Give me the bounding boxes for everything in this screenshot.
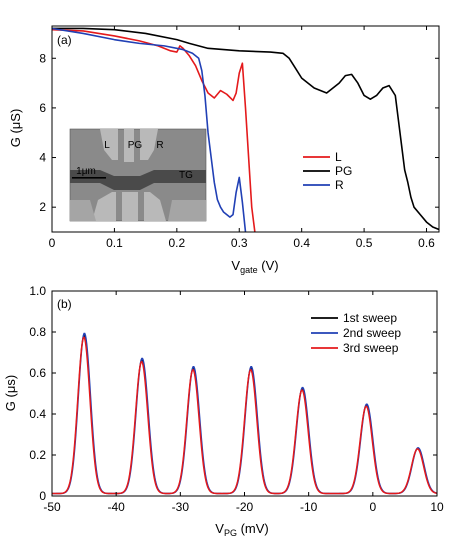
- panel-a-y-ticks: 2 4 6 8: [39, 51, 439, 214]
- x-tick-label: -50: [43, 500, 61, 514]
- panel-b-x-label-unit: (mV): [237, 521, 269, 536]
- y-tick-label: 4: [39, 151, 46, 165]
- inset-label-l: L: [104, 140, 110, 151]
- y-tick-label: 2: [39, 200, 46, 214]
- legend-label-r: R: [335, 178, 344, 192]
- inset-label-pg: PG: [128, 140, 143, 151]
- x-tick-label: -10: [300, 500, 318, 514]
- panel-a-series-group: [52, 27, 439, 232]
- panel-b: -50 -40 -30 -20 -10 0 10 00.20.40.60.81.0 (b) …: [3, 284, 444, 538]
- panel-b-label: (b): [57, 297, 72, 311]
- x-tick-label: -20: [236, 500, 254, 514]
- panel-a-x-label-main: V: [231, 258, 240, 273]
- y-tick-label: 0.4: [29, 407, 46, 421]
- panel-b-y-ticks: 0 0.2 0.4 0.6 0.8 1.0: [29, 284, 437, 503]
- panel-a-x-label-unit: (V): [258, 258, 279, 273]
- y-tick-label: 0.8: [29, 325, 46, 339]
- panel-a-y-axis-label: G (μS): [8, 109, 23, 148]
- x-tick-label: 0.6: [418, 236, 435, 250]
- x-tick-label: 0.2: [168, 236, 185, 250]
- series-line-sweep-3: [52, 336, 437, 495]
- panel-b-x-axis-label: VPG (mV): [215, 521, 268, 538]
- panel-b-y-axis-label: G (μs): [3, 375, 18, 411]
- panel-b-x-label-sub: PG: [224, 528, 237, 538]
- panel-a-label: (a): [57, 33, 72, 47]
- inset-label-r: R: [156, 140, 163, 151]
- x-tick-label: 0: [49, 236, 56, 250]
- panel-a-x-axis-label: Vgate (V): [231, 258, 278, 275]
- x-tick-label: 0: [369, 500, 376, 514]
- y-tick-label: 0.6: [29, 366, 46, 380]
- panel-a: L PG R TG 1μm 0 0.1 0.2 0.3 0.4 0.5 0.6 2 4 6 8 (…: [8, 25, 440, 275]
- inset-label-tg: TG: [179, 170, 193, 181]
- x-tick-label: 0.1: [106, 236, 123, 250]
- series-line-r: [52, 27, 247, 232]
- panel-a-x-label-sub: gate: [240, 265, 258, 275]
- y-tick-label: 1.0: [29, 284, 46, 298]
- x-tick-label: 10: [430, 500, 444, 514]
- panel-b-x-label-main: V: [215, 521, 224, 536]
- x-tick-label: -40: [107, 500, 125, 514]
- legend-label-l: L: [335, 150, 342, 164]
- legend-label-pg: PG: [335, 164, 352, 178]
- x-tick-label: 0.3: [231, 236, 248, 250]
- series-line-pg: [52, 27, 439, 231]
- x-tick-label: 0.5: [356, 236, 373, 250]
- legend-label-sweep-3: 3rd sweep: [343, 341, 399, 355]
- legend-label-sweep-1: 1st sweep: [343, 311, 397, 325]
- panel-b-x-ticks: -50 -40 -30 -20 -10 0 10: [43, 291, 444, 514]
- sem-inset-image: L PG R TG 1μm: [69, 128, 207, 222]
- panel-a-x-ticks: 0 0.1 0.2 0.3 0.4 0.5 0.6: [49, 26, 435, 250]
- x-tick-label: -30: [172, 500, 190, 514]
- y-tick-label: 6: [39, 101, 46, 115]
- panel-a-plot-frame: [51, 25, 440, 233]
- x-tick-label: 0.4: [293, 236, 310, 250]
- y-tick-label: 8: [39, 51, 46, 65]
- inset-scale-label: 1μm: [76, 166, 96, 177]
- panel-b-series-group: [52, 332, 437, 495]
- y-tick-label: 0: [39, 489, 46, 503]
- y-tick-label: 0.2: [29, 448, 46, 462]
- legend-label-sweep-2: 2nd sweep: [343, 326, 401, 340]
